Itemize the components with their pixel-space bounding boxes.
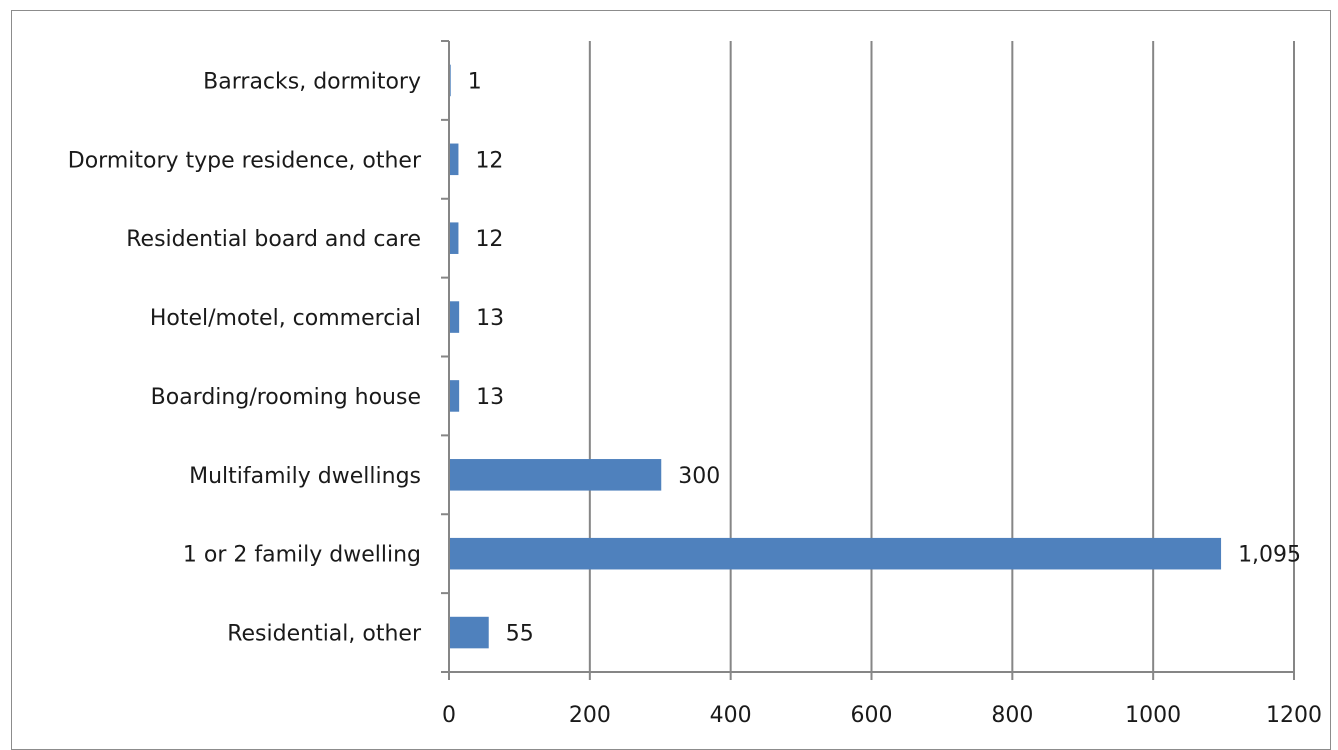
data-label: 12 [475, 227, 503, 252]
data-label: 55 [506, 622, 534, 647]
bar [450, 143, 459, 176]
x-tick-label: 800 [991, 703, 1033, 728]
category-label: Boarding/rooming house [151, 385, 421, 410]
data-label: 1 [468, 69, 482, 94]
x-tick-label: 400 [710, 703, 752, 728]
data-label: 13 [476, 306, 504, 331]
y-axis [441, 40, 1295, 680]
chart-frame [11, 10, 1331, 750]
x-tick-labels: 0 200 400 600 800 1000 1200 [442, 703, 1322, 728]
gridlines [588, 41, 1295, 672]
category-labels: Barracks, dormitory Dormitory type reside… [68, 69, 422, 646]
data-labels: 1 12 12 13 13 300 1,095 55 [468, 69, 1301, 646]
category-label: Barracks, dormitory [203, 69, 421, 94]
bar [450, 616, 489, 649]
bar [450, 380, 460, 412]
bar [450, 64, 451, 97]
category-label: Hotel/motel, commercial [150, 306, 421, 331]
category-label: Dormitory type residence, other [68, 148, 422, 173]
x-tick-label: 1200 [1266, 703, 1322, 728]
data-label: 1,095 [1238, 543, 1301, 568]
bar [450, 537, 1222, 570]
category-label: Residential board and care [126, 227, 421, 252]
x-tick-label: 200 [569, 703, 611, 728]
x-tick-label: 1000 [1125, 703, 1181, 728]
category-label: 1 or 2 family dwelling [183, 543, 421, 568]
bar [450, 459, 662, 491]
category-label: Residential, other [227, 622, 422, 647]
data-label: 13 [476, 385, 504, 410]
data-label: 300 [678, 464, 720, 489]
bar [450, 222, 459, 254]
x-tick-label: 0 [442, 703, 456, 728]
bars [450, 64, 1222, 649]
data-label: 12 [475, 148, 503, 173]
x-tick-label: 600 [851, 703, 893, 728]
category-label: Multifamily dwellings [189, 464, 421, 489]
bar [450, 301, 460, 333]
